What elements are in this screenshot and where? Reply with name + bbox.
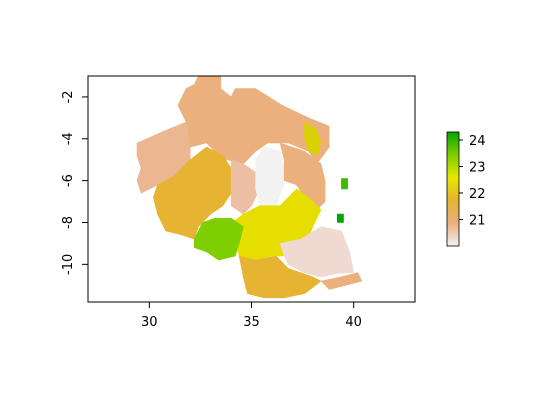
legend-tick-label: 22 [469, 187, 486, 202]
legend-tick-label: 23 [469, 160, 486, 175]
x-axis: 30 35 40 [141, 301, 362, 330]
legend-tick-label: 21 [469, 213, 486, 228]
y-tick-label: -6 [61, 174, 76, 187]
color-legend: 21 22 23 24 [446, 131, 486, 247]
map-region-13 [336, 213, 344, 223]
map-region-5 [255, 146, 285, 206]
map-region-12 [320, 272, 363, 290]
y-tick-label: -2 [61, 90, 76, 103]
legend-color-bar [446, 131, 460, 247]
y-tick-label: -4 [61, 132, 76, 145]
map-regions [136, 75, 363, 299]
legend-tick-label: 24 [469, 134, 486, 149]
map-region-7 [304, 121, 322, 156]
y-tick-label: -10 [61, 254, 76, 275]
map-region-14 [341, 178, 348, 190]
x-tick-label: 40 [345, 315, 362, 330]
map-region-9 [194, 218, 244, 261]
map-region-3 [153, 146, 232, 240]
y-tick-label: -8 [61, 216, 76, 229]
x-tick-label: 35 [243, 315, 260, 330]
map-region-4 [230, 159, 261, 215]
y-axis: -2 -4 -6 -8 -10 [61, 90, 89, 275]
x-tick-label: 30 [141, 315, 158, 330]
map-region-1 [177, 75, 330, 165]
map-region-10 [279, 226, 355, 278]
